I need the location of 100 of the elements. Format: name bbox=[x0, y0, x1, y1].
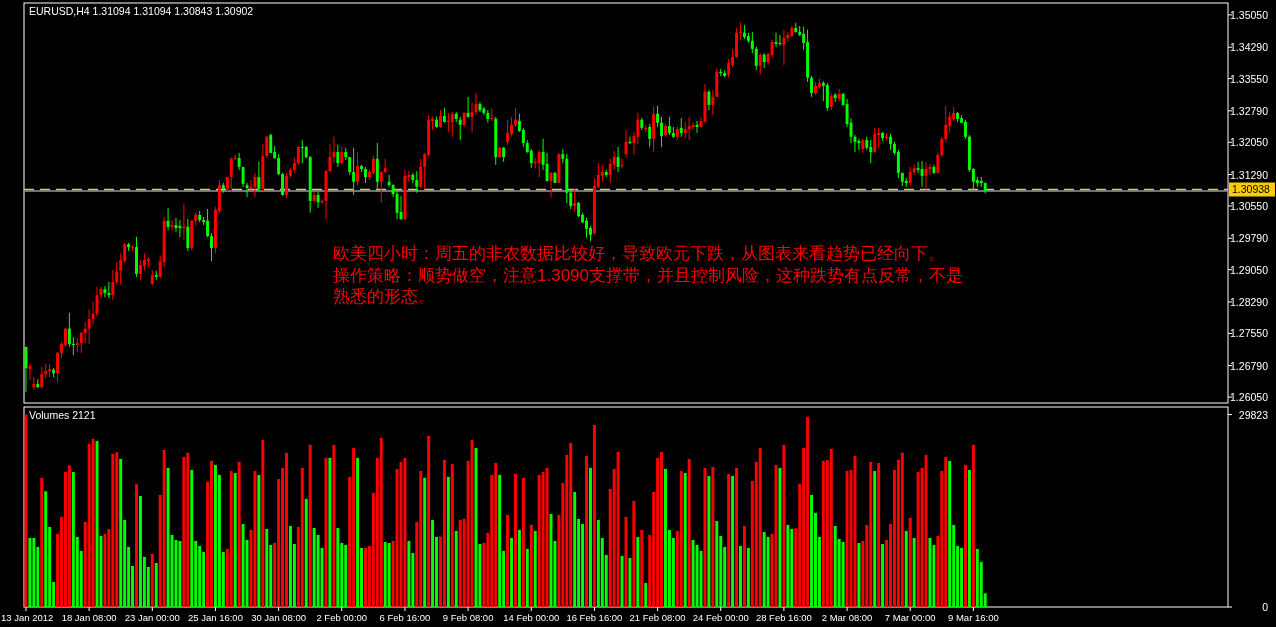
candlestick bbox=[585, 217, 588, 239]
candlestick bbox=[648, 123, 652, 148]
candlestick bbox=[506, 119, 510, 146]
bar bbox=[328, 457, 332, 607]
bar bbox=[833, 525, 837, 607]
candlestick bbox=[277, 153, 281, 176]
bar bbox=[964, 464, 967, 607]
candlestick bbox=[67, 312, 71, 348]
candlestick bbox=[265, 135, 269, 159]
bar bbox=[300, 467, 304, 607]
y-tick-label: 1.29050 bbox=[1230, 263, 1269, 276]
x-tick-label: 9 Mar 16:00 bbox=[948, 612, 999, 623]
bar bbox=[691, 539, 695, 607]
candlestick bbox=[908, 166, 912, 186]
bar bbox=[442, 459, 446, 607]
bar bbox=[778, 467, 782, 607]
candlestick bbox=[490, 108, 494, 122]
candlestick bbox=[379, 170, 383, 204]
annotation: 熟悉的形态。 bbox=[333, 287, 435, 306]
candlestick bbox=[691, 122, 695, 131]
bar bbox=[352, 447, 356, 607]
bar bbox=[427, 435, 431, 607]
bar bbox=[257, 474, 261, 607]
candlestick bbox=[510, 116, 513, 138]
candlestick bbox=[825, 82, 829, 112]
bar bbox=[166, 467, 170, 607]
bar bbox=[32, 537, 36, 607]
candlestick bbox=[56, 351, 60, 383]
candlestick bbox=[28, 363, 32, 381]
bar bbox=[521, 477, 525, 607]
bar bbox=[40, 477, 44, 607]
bar bbox=[115, 452, 119, 607]
bar bbox=[288, 525, 292, 607]
bar bbox=[407, 540, 411, 607]
bar bbox=[596, 519, 600, 607]
bar bbox=[806, 416, 810, 607]
y-tick-label: 1.31290 bbox=[1230, 168, 1269, 181]
bar bbox=[762, 531, 766, 607]
bar bbox=[971, 444, 975, 607]
bar bbox=[383, 541, 387, 607]
bar bbox=[948, 460, 952, 607]
bar bbox=[829, 448, 833, 607]
bar bbox=[103, 533, 107, 607]
candlestick bbox=[316, 191, 320, 209]
bar bbox=[162, 449, 166, 607]
bar bbox=[537, 474, 541, 607]
bar bbox=[620, 555, 624, 607]
y-tick-label: 1.33550 bbox=[1230, 72, 1269, 85]
candlestick bbox=[253, 172, 257, 198]
bar bbox=[967, 469, 971, 607]
candlestick bbox=[857, 138, 861, 151]
candlestick bbox=[482, 106, 486, 116]
candlestick bbox=[656, 105, 660, 128]
bar bbox=[869, 461, 873, 607]
bar bbox=[707, 475, 711, 607]
x-tick-label: 6 Feb 16:00 bbox=[379, 612, 431, 623]
bar bbox=[975, 548, 979, 607]
bar bbox=[423, 477, 427, 607]
bar bbox=[782, 444, 786, 607]
candlestick bbox=[300, 139, 304, 164]
bar bbox=[514, 473, 517, 607]
candlestick bbox=[695, 120, 699, 134]
bar bbox=[237, 461, 241, 607]
candlestick bbox=[285, 172, 288, 199]
candlestick bbox=[237, 152, 241, 171]
bar bbox=[91, 438, 95, 607]
bar bbox=[569, 442, 573, 607]
x-tick-label: 14 Feb 00:00 bbox=[503, 612, 560, 623]
candlestick bbox=[569, 189, 573, 210]
bar bbox=[253, 470, 257, 607]
candlestick bbox=[758, 52, 762, 76]
candlestick bbox=[138, 259, 142, 281]
x-tick-label: 18 Jan 08:00 bbox=[61, 612, 117, 623]
candlestick bbox=[111, 269, 115, 301]
chart-title: Volumes 2121 bbox=[29, 409, 96, 421]
candlestick bbox=[79, 331, 83, 354]
annotation: 欧美四小时：周五的非农数据比较好，导致欧元下跌，从图表来看趋势已经向下。 bbox=[333, 244, 945, 263]
bar bbox=[533, 530, 537, 607]
bar bbox=[592, 424, 596, 607]
x-tick-label: 7 Mar 00:00 bbox=[884, 612, 936, 623]
bar bbox=[758, 447, 762, 607]
candlestick bbox=[71, 336, 75, 356]
annotation: 操作策略：顺势做空，注意1.3090支撑带，并且控制风险，这种跌势有点反常，不是 bbox=[333, 266, 963, 285]
bar bbox=[119, 458, 123, 607]
bar bbox=[916, 471, 920, 607]
chart-title: EURUSD,H4 1.31094 1.31094 1.30843 1.30902 bbox=[29, 5, 254, 17]
candlestick bbox=[103, 285, 107, 298]
bar bbox=[727, 473, 731, 607]
candlestick bbox=[750, 31, 754, 54]
bar bbox=[944, 456, 948, 607]
bar bbox=[525, 548, 529, 607]
x-tick-label: 30 Jan 08:00 bbox=[251, 612, 307, 623]
bar bbox=[403, 457, 407, 607]
candlestick bbox=[466, 96, 470, 119]
x-tick-label: 24 Feb 00:00 bbox=[692, 612, 749, 623]
candlestick bbox=[711, 89, 715, 116]
bar bbox=[664, 468, 667, 607]
candlestick bbox=[336, 144, 340, 168]
candlestick bbox=[782, 29, 786, 66]
y-tick-label: 1.28290 bbox=[1230, 295, 1269, 308]
